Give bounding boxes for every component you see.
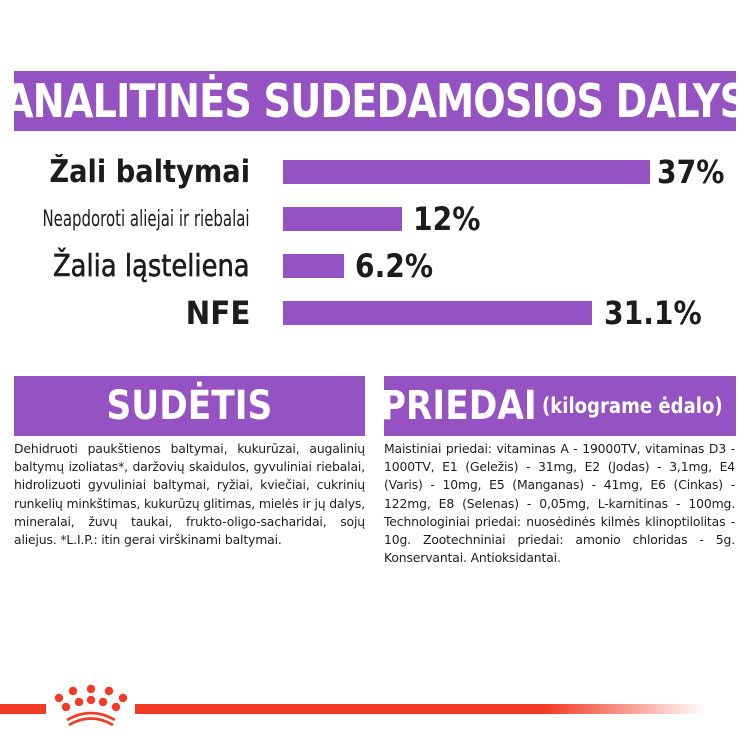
nutrient-value: 6.2% (355, 246, 444, 286)
page-title: ANALITINĖS SUDEDAMOSIOS DALYS (3, 74, 747, 128)
nutrient-value-text: 6.2% (355, 247, 434, 285)
nutrient-label-text: Žali baltymai (49, 154, 250, 190)
nutrient-bar (283, 207, 402, 231)
additives-text: Maistiniai priedai: vitaminas A - 19000T… (384, 441, 735, 566)
composition-header: SUDĖTIS (14, 376, 365, 436)
nutrient-row-crude-fat: Neapdoroti aliejai ir riebalai 12% (0, 199, 750, 239)
nutrient-label: Neapdoroti aliejai ir riebalai (0, 199, 250, 239)
nutrient-bar (283, 254, 344, 278)
additives-header: PRIEDAI (kilograme ėdalo) (380, 376, 736, 436)
nutrient-label-text: NFE (185, 294, 250, 332)
nutrient-row-crude-fibre: Žalia ląsteliena 6.2% (0, 246, 750, 286)
composition-text: Dehidruoti paukštienos baltymai, kukurūz… (14, 441, 365, 548)
crown-icon (54, 684, 128, 727)
nutrient-label-text: Žalia ląsteliena (53, 248, 250, 284)
additives-title: PRIEDAI (380, 383, 537, 429)
brand-line-left (0, 704, 46, 714)
nutrient-row-nfe: NFE 31.1% (0, 293, 750, 333)
nutrient-row-crude-protein: Žali baltymai 37% (0, 152, 750, 192)
nutrient-label: Žali baltymai (22, 152, 250, 192)
nutrient-label: NFE (180, 293, 250, 333)
nutrient-value-text: 31.1% (604, 294, 702, 332)
nutrient-value-text: 12% (413, 200, 481, 238)
nutrient-bar (283, 160, 650, 184)
nutrient-value: 31.1% (604, 293, 715, 333)
nutrient-label: Žalia ląsteliena (21, 246, 250, 286)
analytical-constituents-banner: ANALITINĖS SUDEDAMOSIOS DALYS (4, 71, 747, 131)
nutrient-value: 12% (413, 199, 490, 239)
additives-subtitle: (kilograme ėdalo) (541, 394, 723, 418)
nutrient-label-text: Neapdoroti aliejai ir riebalai (42, 206, 250, 232)
composition-title: SUDĖTIS (106, 383, 273, 429)
nutrient-bar (283, 301, 592, 325)
nutrient-value: 37% (657, 152, 734, 192)
nutrient-value-text: 37% (657, 153, 725, 191)
brand-line-right (135, 704, 705, 714)
